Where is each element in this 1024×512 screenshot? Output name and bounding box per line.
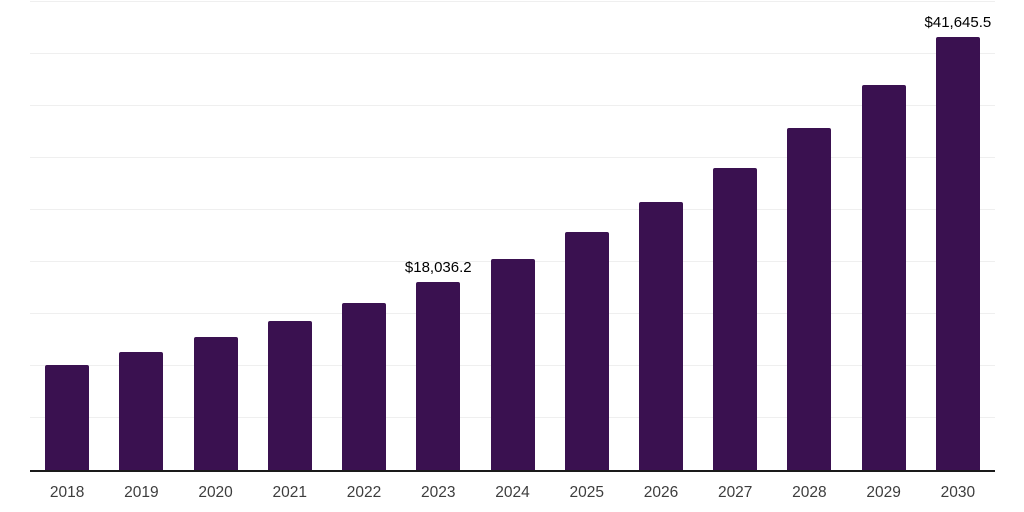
x-tick-2024: 2024 <box>495 484 530 501</box>
x-tick-2025: 2025 <box>569 484 604 501</box>
bar-2025 <box>564 232 609 470</box>
x-tick-2018: 2018 <box>49 484 85 501</box>
bar-2026 <box>638 202 683 470</box>
bar-2029 <box>861 85 906 470</box>
bar-2024 <box>490 258 535 470</box>
x-tick-2023: 2023 <box>421 484 456 501</box>
gridline-35000 <box>30 105 995 106</box>
bar-2021 <box>267 320 312 470</box>
x-tick-2027: 2027 <box>717 484 753 501</box>
bar-2027 <box>713 167 758 470</box>
x-tick-2020: 2020 <box>198 484 233 501</box>
x-tick-2029: 2029 <box>866 484 901 501</box>
gridline-30000 <box>30 157 995 158</box>
plot-area: $18,036.2 $41,645.5 <box>30 1 995 472</box>
gridline-40000 <box>30 53 995 54</box>
data-label-2023: $18,036.2 <box>404 259 472 277</box>
bar-2020 <box>193 336 238 470</box>
x-tick-2028: 2028 <box>792 484 827 501</box>
data-label-2030: $41,645.5 <box>924 13 992 31</box>
bar-2022 <box>342 302 387 470</box>
x-tick-2021: 2021 <box>272 484 308 501</box>
x-tick-2019: 2019 <box>124 484 159 501</box>
x-tick-2022: 2022 <box>346 484 382 501</box>
x-tick-2030: 2030 <box>940 484 976 501</box>
bar-2019 <box>119 351 164 470</box>
gridline-45000 <box>30 1 995 2</box>
x-axis: 2018 2019 2020 2021 2022 2023 2024 2025 2026 2027… <box>30 484 995 506</box>
bar-2018 <box>45 364 90 470</box>
gridline-25000 <box>30 209 995 210</box>
bar-2030 <box>935 36 980 470</box>
x-tick-2026: 2026 <box>643 484 679 501</box>
bar-2023 <box>416 282 461 470</box>
bar-2028 <box>787 128 832 470</box>
